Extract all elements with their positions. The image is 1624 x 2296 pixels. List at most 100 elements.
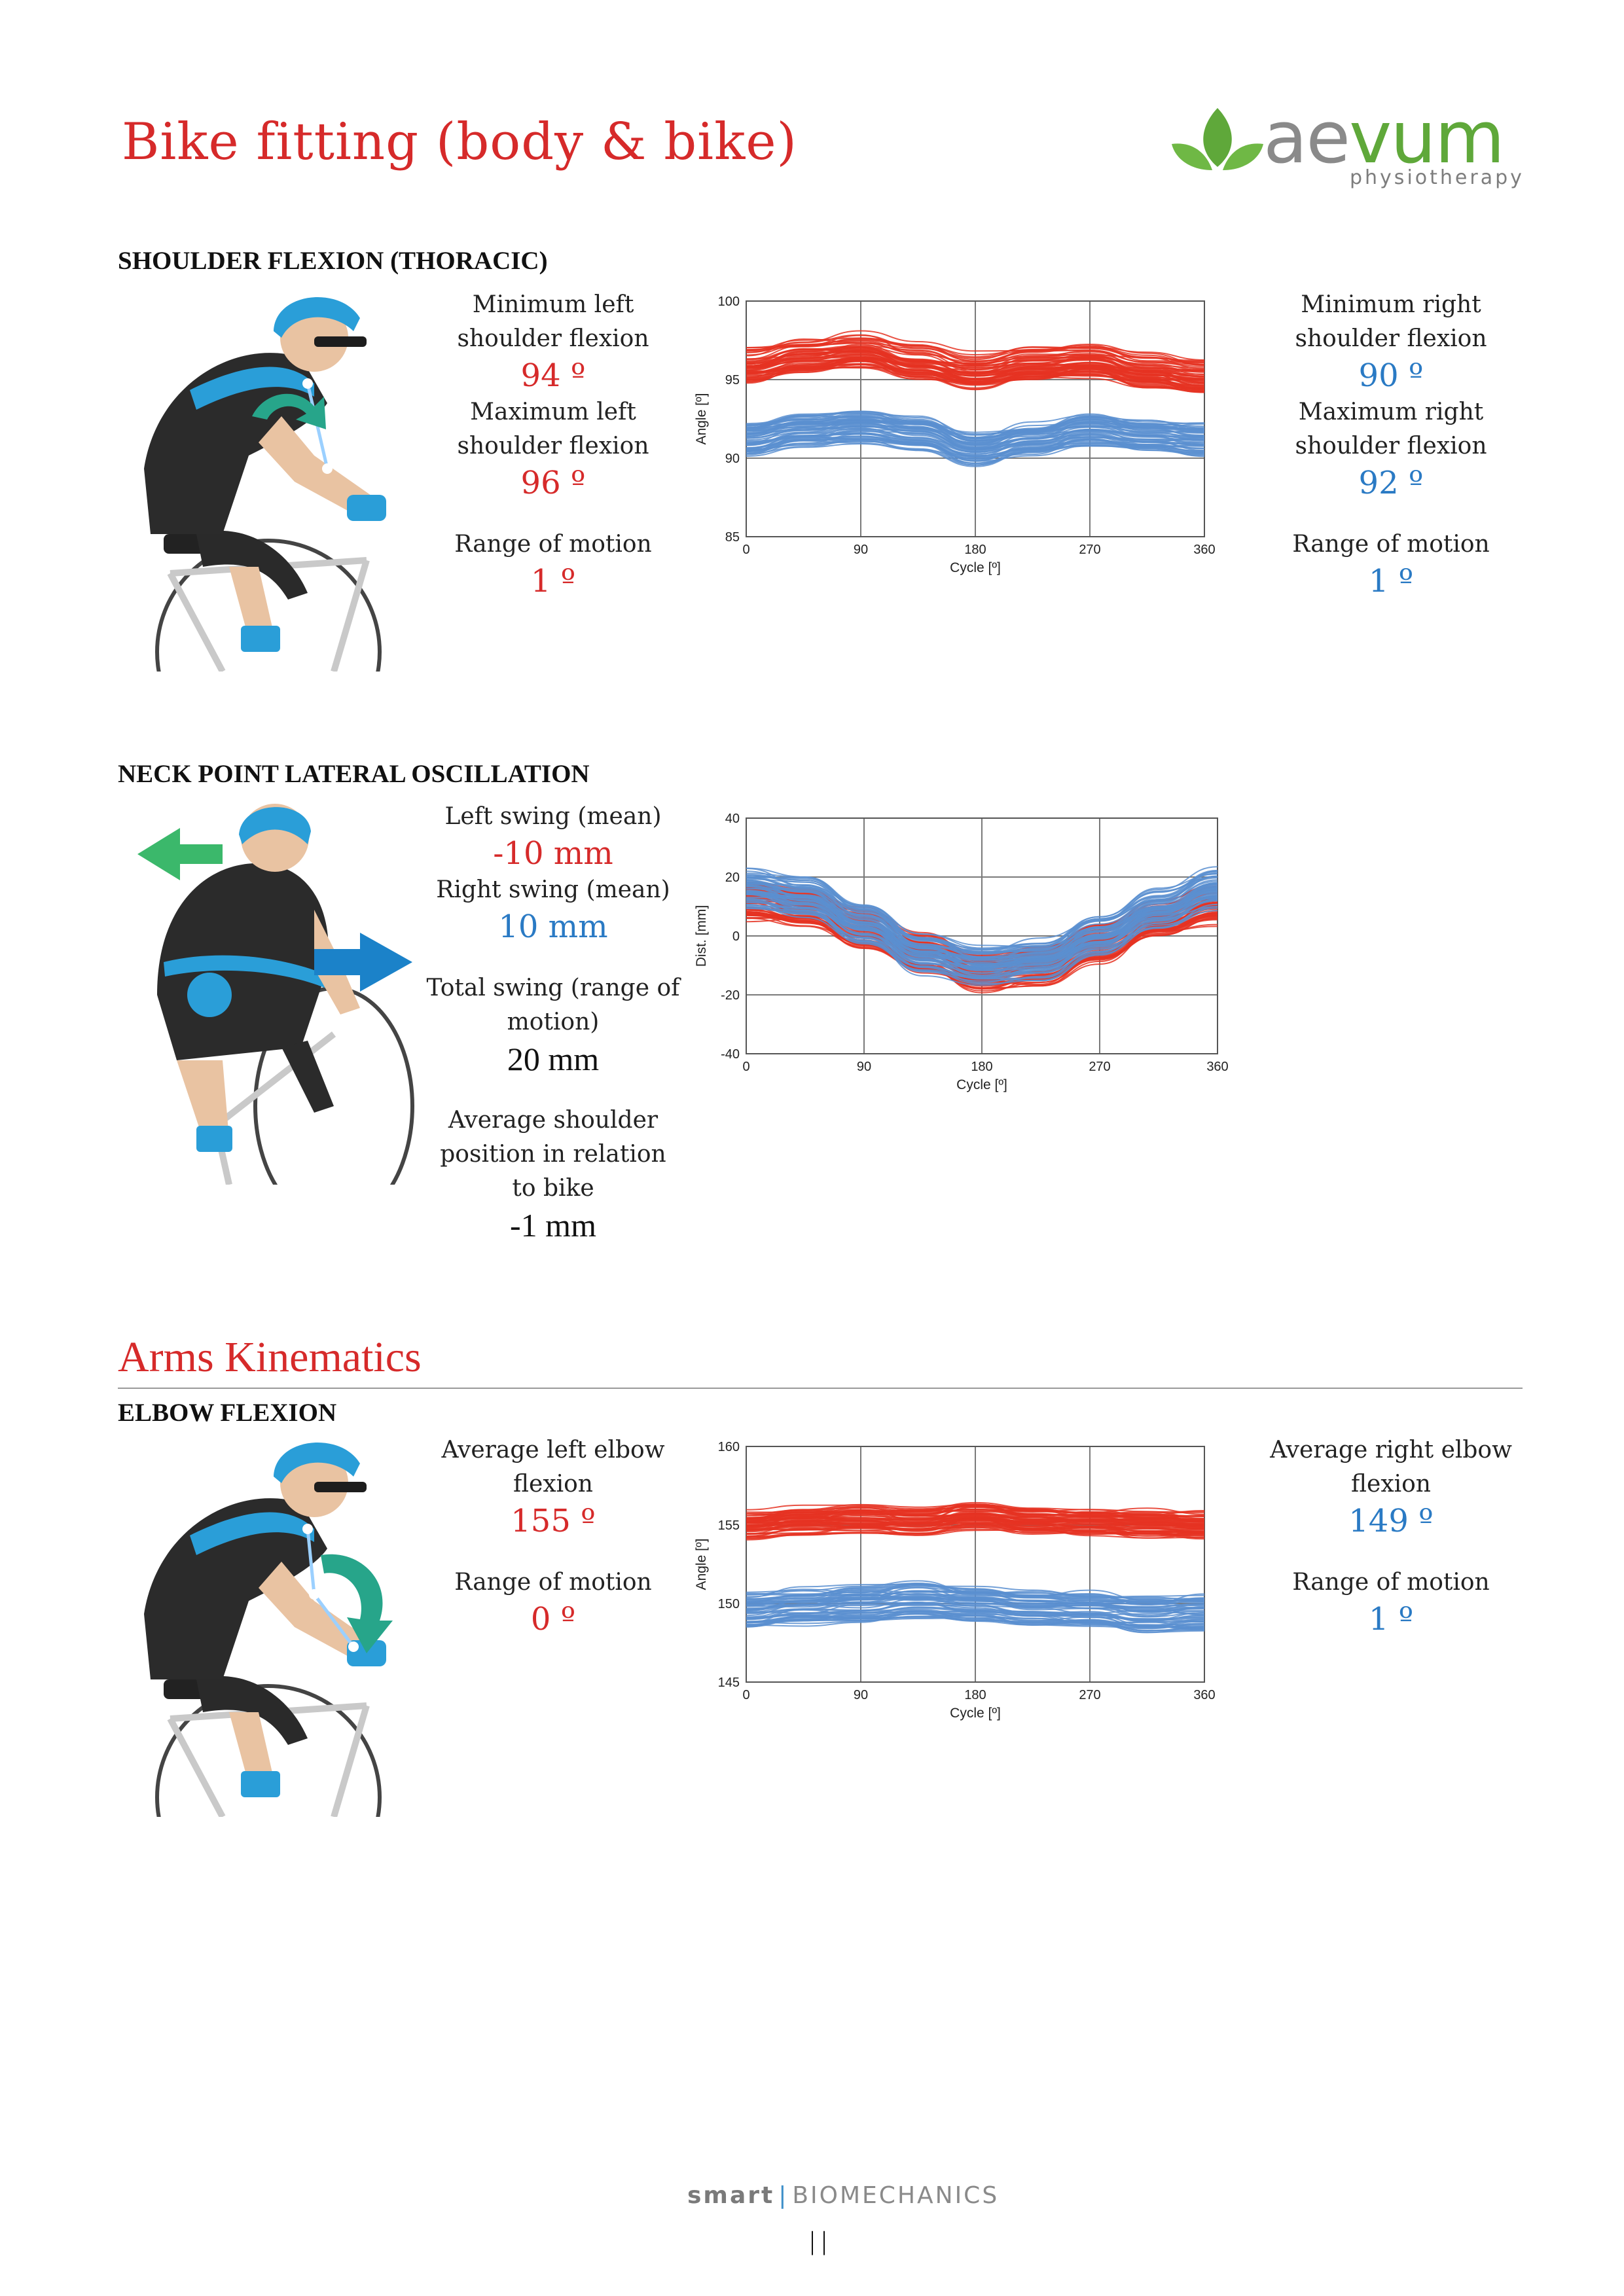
plot-frame [746,1446,1205,1683]
trace-right [746,875,1218,955]
x-tick-label: 270 [1089,1060,1110,1074]
y-tick-label: 155 [718,1518,740,1533]
series-left [746,330,1205,393]
trace-left [746,1505,1205,1522]
logo-subtitle: physiotherapy [1350,166,1525,189]
leaf-icon [1172,108,1263,170]
trace-left [746,340,1205,367]
page-number: | | [809,2226,827,2255]
trace-left [746,330,1205,365]
elbow-left-avg-label: Average left elbow flexion [441,1437,665,1498]
trace-right [746,1603,1205,1624]
y-axis-label: Angle [º] [694,393,709,445]
series-right [746,410,1205,467]
trace-left [746,1523,1205,1533]
trace-left [746,1518,1205,1532]
shoulder-left-rom-label: Range of motion [454,531,652,558]
trace-right [746,866,1218,949]
shoulder-left-rom-value: 1 º [530,563,576,600]
x-tick-label: 270 [1079,1688,1100,1702]
trace-right [746,423,1205,451]
y-tick-label: 145 [718,1676,740,1690]
elbow-flexion-chart: 0 90 180 270 360 145 150 155 160 Cycle [º] Angle [… [694,1440,1216,1721]
series-left [746,1501,1205,1541]
trace-right [746,412,1205,441]
x-tick-label: 90 [857,1060,871,1074]
neck-oscillation-chart: 0 90 180 270 360 -40 -20 0 20 40 Cycle [º] Dist. [m… [694,812,1229,1092]
x-tick-label: 180 [971,1060,992,1074]
shoulder-right-rom-label: Range of motion [1292,531,1490,558]
logo-ae-text: ae [1263,96,1350,179]
neck-avg-value: -1 mm [510,1207,596,1244]
elbow-left-rom-value: 0 º [530,1601,576,1638]
trace-left [746,339,1205,366]
trace-right [746,880,1218,959]
y-axis-label: Angle [º] [694,1539,709,1590]
cyclist-shoulder-illustration [144,296,386,672]
trace-right [746,420,1205,446]
aevum-logo: aevum physiotherapy [1172,96,1522,190]
y-tick-label: 40 [725,812,740,826]
trace-left [746,911,1218,990]
plot-frame [746,817,1218,1054]
trace-left [746,358,1205,386]
trace-left [746,346,1205,370]
neck-heading: NECK POINT LATERAL OSCILLATION [118,760,590,788]
trace-right [746,1598,1205,1615]
neck-stats: Left swing (mean) -10 mm Right swing (me… [425,800,681,1245]
x-tick-label: 90 [854,1688,868,1702]
series-right [746,1580,1205,1634]
x-tick-label: 0 [742,1688,749,1702]
x-tick-label: 360 [1206,1060,1228,1074]
trace-right [746,903,1218,984]
trace-right [746,430,1205,449]
shoulder-flexion-chart: 0 90 180 270 360 85 90 95 100 Cycle [º] Angle [º] [694,295,1216,575]
shoulder-right-rom-value: 1 º [1368,563,1414,600]
shoulder-right-min-value: 90 º [1358,357,1424,394]
y-tick-label: 20 [725,870,740,885]
trace-right [746,1585,1205,1602]
trace-right [746,438,1205,464]
x-axis-label: Cycle [º] [950,1706,1001,1721]
footer-brand-bold: smart [687,2182,775,2209]
x-tick-label: 90 [854,543,868,557]
shoulder-right-max-label: Maximum right shoulder flexion [1295,399,1487,459]
y-tick-label: -20 [721,988,740,1003]
trace-right [746,423,1205,447]
neck-total-value: 20 mm [507,1041,600,1077]
trace-right [746,1594,1205,1611]
trace-right [746,416,1205,442]
trace-left [746,1503,1205,1515]
x-axis-label: Cycle [º] [956,1077,1007,1092]
trace-right [746,882,1218,969]
trace-left [746,348,1205,371]
trace-left [746,1514,1205,1527]
neck-left-value: -10 mm [493,835,613,872]
neck-left-label: Left swing (mean) [444,803,662,830]
trace-right [746,898,1218,978]
arms-section-title: Arms Kinematics [118,1333,422,1381]
trace-right [746,889,1218,974]
elbow-right-rom-label: Range of motion [1292,1569,1490,1596]
elbow-left-stats: Average left elbow flexion 155 º Range o… [432,1433,674,1639]
shoulder-left-stats: Minimum left shoulder flexion 94 º Maxim… [432,288,674,601]
trace-right [746,1610,1205,1626]
trace-right [746,906,1218,985]
logo-vum-text: vum [1349,96,1505,179]
neck-right-label: Right swing (mean) [436,876,670,903]
cyclist-rear-illustration [137,804,414,1185]
y-tick-label: 160 [718,1440,740,1454]
x-tick-label: 360 [1193,1688,1215,1702]
y-tick-label: 85 [725,530,740,545]
elbow-right-stats: Average right elbow flexion 149 º Range … [1270,1433,1512,1639]
x-tick-label: 180 [964,543,986,557]
page-title: Bike fitting (body & bike) [122,113,797,171]
trace-right [746,439,1205,466]
trace-right [746,898,1218,976]
section-divider [118,1388,1523,1389]
trace-right [746,1584,1205,1605]
y-tick-label: 150 [718,1597,740,1611]
footer-brand-rest: BIOMECHANICS [792,2182,1000,2209]
trace-left [746,353,1205,380]
cyclist-elbow-illustration [144,1442,393,1817]
